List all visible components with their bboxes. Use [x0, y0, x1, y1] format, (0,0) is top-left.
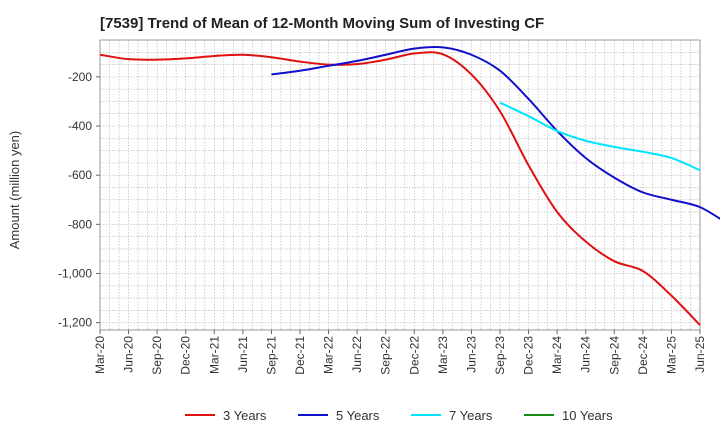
x-tick-label: Jun-24	[579, 336, 593, 373]
x-tick-label: Dec-23	[522, 336, 536, 375]
y-tick-label: -600	[68, 168, 92, 182]
x-tick-label: Jun-21	[236, 336, 250, 373]
x-tick-label: Sep-24	[607, 336, 621, 375]
x-tick-label: Mar-24	[550, 336, 564, 374]
plot-area	[99, 39, 701, 331]
x-tick-label: Jun-25	[693, 336, 707, 373]
y-tick-label: -200	[68, 70, 92, 84]
x-tick-label: Dec-20	[179, 336, 193, 375]
series-lines	[99, 45, 720, 326]
y-axis-label: Amount (million yen)	[7, 131, 22, 250]
series-line-5-years	[271, 45, 720, 220]
x-tick-label: Mar-20	[93, 336, 107, 374]
series-line-7-years	[499, 101, 701, 172]
y-tick-label: -1,000	[58, 266, 92, 280]
chart-title: [7539] Trend of Mean of 12-Month Moving …	[100, 15, 544, 32]
legend-label: 10 Years	[562, 408, 613, 423]
series-line-3-years	[99, 51, 701, 326]
y-tick-label: -1,200	[58, 316, 92, 330]
x-tick-label: Dec-22	[407, 336, 421, 375]
legend: 3 Years 5 Years 7 Years 10 Years	[185, 408, 613, 423]
grid	[100, 40, 700, 330]
x-tick-label: Jun-23	[464, 336, 478, 373]
x-tick-label: Jun-22	[350, 336, 364, 373]
x-tick-label: Jun-20	[122, 336, 136, 373]
x-axis: Mar-20 Jun-20 Sep-20 Dec-20 Mar-21 Jun-21 Sep-…	[93, 330, 707, 375]
x-tick-label: Mar-22	[322, 336, 336, 374]
x-tick-label: Sep-20	[150, 336, 164, 375]
x-tick-label: Sep-23	[493, 336, 507, 375]
x-tick-label: Dec-21	[293, 336, 307, 375]
x-tick-label: Dec-24	[636, 336, 650, 375]
legend-label: 7 Years	[449, 408, 493, 423]
y-tick-label: -400	[68, 119, 92, 133]
y-tick-label: -800	[68, 217, 92, 231]
x-tick-label: Mar-25	[664, 336, 678, 374]
x-tick-label: Sep-22	[379, 336, 393, 375]
legend-label: 5 Years	[336, 408, 380, 423]
y-axis: -200 -400 -600 -800 -1,000 -1,200	[58, 70, 100, 330]
x-tick-label: Mar-21	[207, 336, 221, 374]
legend-label: 3 Years	[223, 408, 267, 423]
x-tick-label: Mar-23	[436, 336, 450, 374]
x-tick-label: Sep-21	[264, 336, 278, 375]
